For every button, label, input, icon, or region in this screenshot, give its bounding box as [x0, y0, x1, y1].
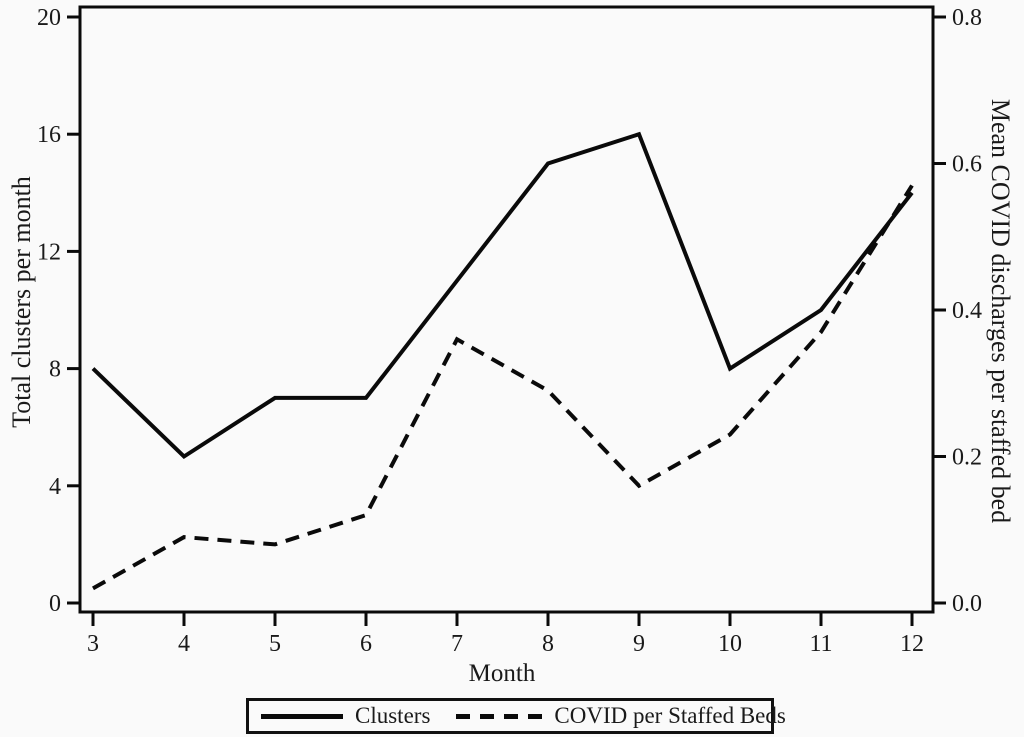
plot-frame — [78, 5, 935, 614]
x-tick-label: 4 — [178, 631, 190, 657]
right-tick-label: 0.2 — [952, 445, 982, 471]
left-tick-label: 20 — [37, 5, 61, 31]
right-tick-label: 0.6 — [952, 152, 982, 178]
left-tick-label: 8 — [49, 357, 61, 383]
x-tick-label: 9 — [633, 631, 645, 657]
x-tick-label: 3 — [87, 631, 99, 657]
left-axis-title: Total clusters per month — [7, 176, 36, 428]
x-tick-label: 6 — [360, 631, 372, 657]
right-tick-label: 0.4 — [952, 298, 982, 324]
x-tick-label: 11 — [809, 631, 832, 657]
left-tick-label: 16 — [37, 122, 61, 148]
right-tick-label: 0.8 — [952, 5, 982, 31]
x-tick-label: 10 — [718, 631, 742, 657]
x-tick-label: 12 — [900, 631, 924, 657]
left-tick-label: 12 — [37, 239, 61, 265]
legend-label-covid-per-staffed-beds: COVID per Staffed Beds — [554, 703, 786, 728]
legend-solid-line-swatch — [261, 713, 343, 719]
series-line-dashed — [92, 184, 914, 591]
legend-label-clusters: Clusters — [355, 703, 431, 728]
right-axis-title: Mean COVID discharges per staffed bed — [986, 98, 1015, 524]
x-tick-label: 5 — [269, 631, 281, 657]
x-tick-label: 8 — [542, 631, 554, 657]
left-tick-label: 4 — [49, 474, 61, 500]
x-axis-title: Month — [468, 660, 536, 687]
left-tick-label: 0 — [49, 591, 61, 617]
right-tick-label: 0.0 — [952, 591, 982, 617]
legend: Clusters COVID per Staffed Beds — [246, 698, 786, 734]
legend-dashed-line-swatch — [456, 713, 543, 719]
series-line-solid — [91, 131, 914, 460]
x-tick-label: 7 — [451, 631, 463, 657]
